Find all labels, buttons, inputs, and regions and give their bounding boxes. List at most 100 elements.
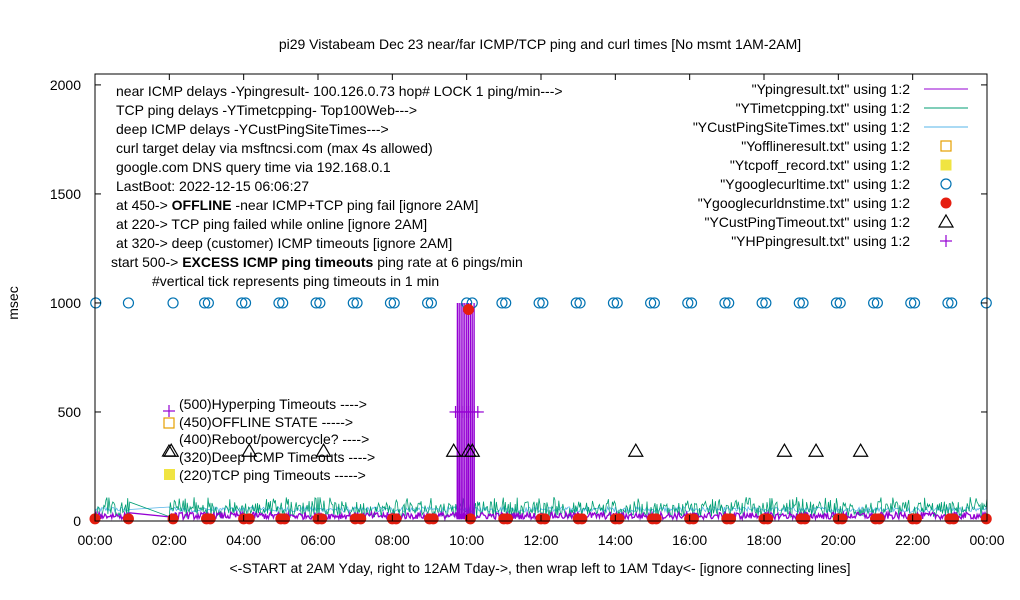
x-tick-label: 14:00 xyxy=(598,532,633,548)
data-point xyxy=(611,297,623,309)
key-marker-triangle xyxy=(161,443,177,457)
data-point xyxy=(719,297,731,309)
data-point xyxy=(202,297,214,309)
info-deep-line: at 320-> deep (customer) ICMP timeouts [… xyxy=(116,235,452,251)
x-axis-label: <-START at 2AM Yday, right to 12AM Tday-… xyxy=(229,560,850,576)
data-point xyxy=(500,297,512,309)
legend-label: "Yofflineresult.txt" using 1:2 xyxy=(741,138,910,154)
y-tick-label: 1500 xyxy=(50,186,81,202)
legend-swatch xyxy=(940,197,952,209)
y-tick-label: 1000 xyxy=(50,295,81,311)
data-point xyxy=(868,297,880,309)
data-point xyxy=(347,297,359,309)
info-line: TCP ping delays -YTimetcpping- Top100Web… xyxy=(116,102,417,118)
data-point xyxy=(607,297,620,309)
data-point xyxy=(836,513,848,525)
key-label-hyperping: (500)Hyperping Timeouts ----> xyxy=(179,396,367,412)
data-point xyxy=(762,513,774,525)
data-point xyxy=(355,513,367,525)
data-point xyxy=(496,297,508,309)
data-point xyxy=(204,513,216,525)
data-point xyxy=(539,513,551,525)
key-marker-open-square xyxy=(163,417,175,429)
data-point xyxy=(310,297,322,309)
data-point xyxy=(797,297,809,309)
data-point xyxy=(388,297,400,309)
series-line xyxy=(94,496,988,519)
key-block: (500)Hyperping Timeouts ----> (450)OFFLI… xyxy=(161,396,375,483)
legend-label: "YHPpingresult.txt" using 1:2 xyxy=(731,233,910,249)
legend-label: "Ygooglecurldnstime.txt" using 1:2 xyxy=(698,195,910,211)
data-point xyxy=(871,297,883,309)
data-point xyxy=(910,513,922,525)
data-point xyxy=(316,513,328,525)
y-tick-label: 0 xyxy=(73,513,81,529)
legend-label: "YTimetcpping.txt" using 1:2 xyxy=(736,100,911,116)
data-point xyxy=(908,297,921,309)
data-point xyxy=(239,297,252,309)
legend-swatch xyxy=(940,159,952,171)
data-point xyxy=(464,443,481,457)
axis-layer: 00:00 02:00 04:00 06:00 08:00 10:00 12:00 14:00… xyxy=(50,73,1005,548)
info-line: near ICMP delays -Ypingresult- 100.126.0… xyxy=(116,83,563,99)
data-point xyxy=(946,297,958,309)
data-point xyxy=(980,513,992,525)
legend-swatch xyxy=(940,235,952,247)
x-tick-label: 12:00 xyxy=(523,532,558,548)
data-point xyxy=(314,297,326,309)
legend: "Ypingresult.txt" using 1:2 "YTimetcpping… xyxy=(693,81,968,249)
data-point xyxy=(570,297,582,309)
data-point xyxy=(122,513,134,525)
x-tick-label: 08:00 xyxy=(375,532,410,548)
key-label-offline: (450)OFFLINE STATE -----> xyxy=(179,414,353,430)
data-point xyxy=(576,513,588,525)
legend-swatch xyxy=(940,140,952,152)
data-point xyxy=(650,513,662,525)
x-tick-label: 20:00 xyxy=(821,532,856,548)
x-tick-label: 02:00 xyxy=(152,532,187,548)
data-point xyxy=(799,513,811,525)
data-point xyxy=(167,297,179,309)
legend-label: "Ytcpoff_record.txt" using 1:2 xyxy=(730,157,910,173)
data-point xyxy=(463,303,475,315)
data-point xyxy=(613,513,625,525)
data-point xyxy=(279,513,291,525)
x-tick-label: 00:00 xyxy=(969,532,1004,548)
data-point xyxy=(390,513,402,525)
data-point xyxy=(277,297,289,309)
data-point xyxy=(445,443,462,457)
data-point xyxy=(645,297,657,309)
x-tick-label: 22:00 xyxy=(895,532,930,548)
data-point xyxy=(273,297,285,309)
legend-label: "YCustPingSiteTimes.txt" using 1:2 xyxy=(693,119,910,135)
info-tcpfail-line: at 220-> TCP ping failed while online [i… xyxy=(116,216,427,232)
data-point xyxy=(834,297,846,309)
data-point xyxy=(199,297,211,309)
x-tick-label: 16:00 xyxy=(672,532,707,548)
data-point xyxy=(760,297,772,309)
series-line xyxy=(94,505,988,514)
legend-label: "Ypingresult.txt" using 1:2 xyxy=(752,81,911,97)
data-point xyxy=(241,443,258,457)
data-point xyxy=(122,297,135,309)
legend-swatch xyxy=(940,178,952,190)
data-point xyxy=(315,443,332,457)
data-point xyxy=(830,297,843,309)
data-point xyxy=(948,513,960,525)
x-tick-label: 00:00 xyxy=(77,532,112,548)
data-point xyxy=(687,513,699,525)
key-marker-plus xyxy=(163,405,175,417)
data-point xyxy=(351,297,363,309)
info-line: google.com DNS query time via 192.168.0.… xyxy=(116,159,391,175)
data-point xyxy=(471,405,484,418)
data-point xyxy=(236,297,248,309)
key-label-deep: (320)Deep ICMP Timeouts ----> xyxy=(179,449,375,465)
x-tick-label: 10:00 xyxy=(449,532,484,548)
data-point xyxy=(723,297,735,309)
x-tick-label: 04:00 xyxy=(226,532,261,548)
data-point xyxy=(807,443,825,457)
data-point xyxy=(243,513,255,525)
data-point xyxy=(852,443,869,457)
info-line: LastBoot: 2022-12-15 06:06:27 xyxy=(116,178,309,194)
